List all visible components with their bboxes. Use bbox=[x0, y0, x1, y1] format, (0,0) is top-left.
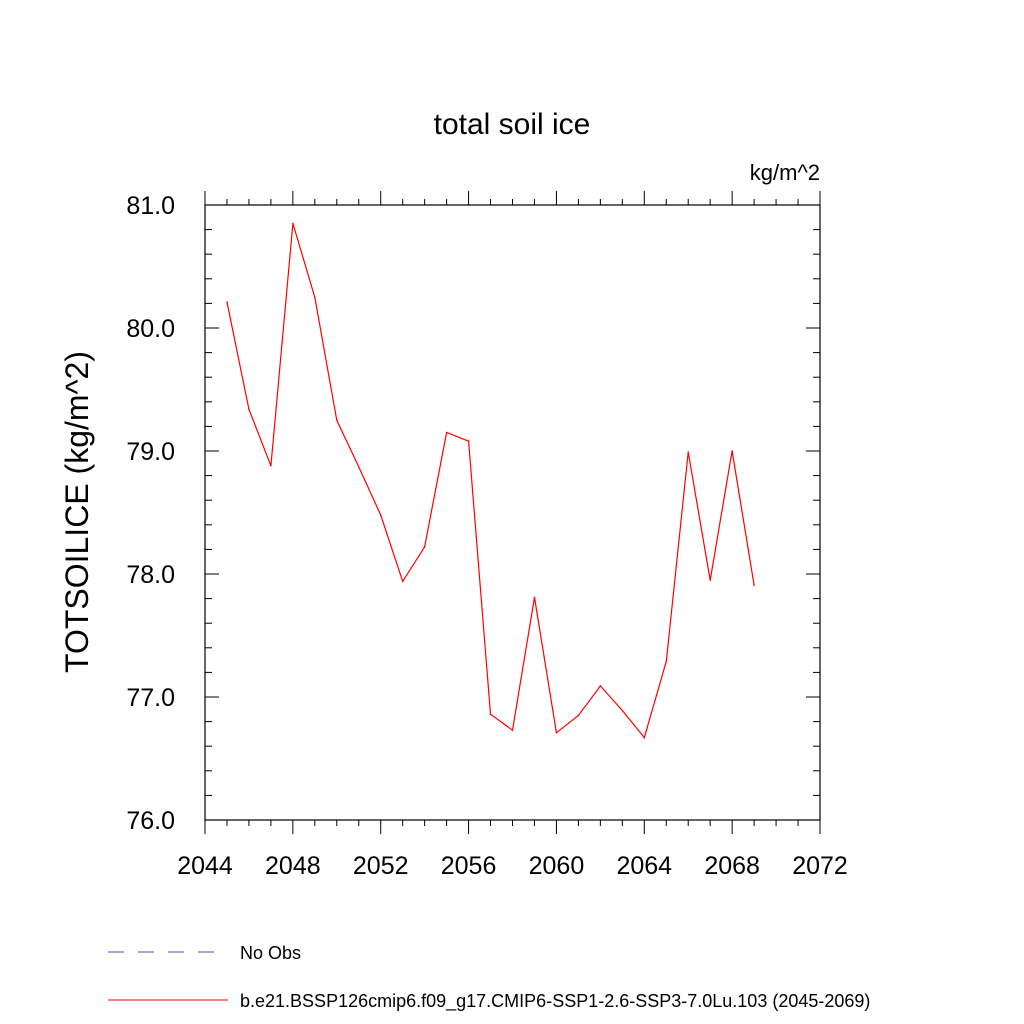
axis-ticks bbox=[204, 191, 821, 834]
data-point bbox=[753, 584, 755, 586]
data-point bbox=[314, 296, 316, 299]
x-tick-label: 2048 bbox=[265, 852, 321, 880]
data-point bbox=[467, 440, 470, 442]
x-tick-label: 2072 bbox=[792, 852, 848, 880]
data-point bbox=[292, 222, 294, 225]
data-point bbox=[270, 464, 272, 467]
data-point bbox=[577, 714, 580, 717]
x-tick-label: 2056 bbox=[441, 852, 497, 880]
data-point bbox=[599, 685, 602, 687]
data-point bbox=[533, 596, 536, 599]
x-tick-label: 2044 bbox=[177, 852, 233, 880]
x-tick-label: 2064 bbox=[616, 852, 672, 880]
legend-label-no-obs: No Obs bbox=[240, 943, 301, 963]
plot-frame bbox=[204, 204, 821, 821]
units-label: kg/m^2 bbox=[750, 160, 820, 185]
x-tick-label: 2068 bbox=[704, 852, 760, 880]
data-point bbox=[335, 419, 338, 422]
data-point bbox=[731, 450, 733, 452]
y-axis-label: TOTSOILICE (kg/m^2) bbox=[59, 351, 95, 673]
series-layer bbox=[226, 222, 755, 739]
data-point bbox=[401, 580, 404, 583]
axis-tick-labels: 2044 2048 2052 2056 2060 2064 2068 2072 … bbox=[126, 192, 847, 880]
y-tick-label: 80.0 bbox=[126, 315, 175, 343]
y-tick-label: 81.0 bbox=[126, 192, 175, 220]
data-point bbox=[357, 466, 360, 468]
data-point bbox=[665, 660, 668, 663]
data-point bbox=[555, 731, 558, 734]
data-point bbox=[379, 514, 382, 516]
data-point bbox=[445, 431, 448, 434]
chart-title: total soil ice bbox=[434, 108, 591, 141]
series-line bbox=[226, 223, 755, 739]
x-tick-label: 2052 bbox=[353, 852, 409, 880]
data-point bbox=[226, 301, 228, 303]
y-tick-label: 76.0 bbox=[126, 807, 175, 835]
y-tick-label: 78.0 bbox=[126, 561, 175, 589]
legend: No Obs b.e21.BSSP126cmip6.f09_g17.CMIP6-… bbox=[108, 943, 870, 1012]
data-point bbox=[643, 736, 646, 739]
data-point bbox=[423, 546, 426, 548]
data-point bbox=[709, 579, 711, 581]
x-tick-label: 2060 bbox=[529, 852, 585, 880]
y-tick-label: 77.0 bbox=[126, 684, 175, 712]
data-point bbox=[489, 713, 492, 716]
data-point bbox=[621, 709, 624, 712]
data-point bbox=[687, 451, 690, 454]
legend-label-series: b.e21.BSSP126cmip6.f09_g17.CMIP6-SSP1-2.… bbox=[240, 991, 870, 1012]
data-point bbox=[248, 408, 250, 410]
data-point bbox=[511, 729, 514, 732]
y-tick-label: 79.0 bbox=[126, 438, 175, 466]
